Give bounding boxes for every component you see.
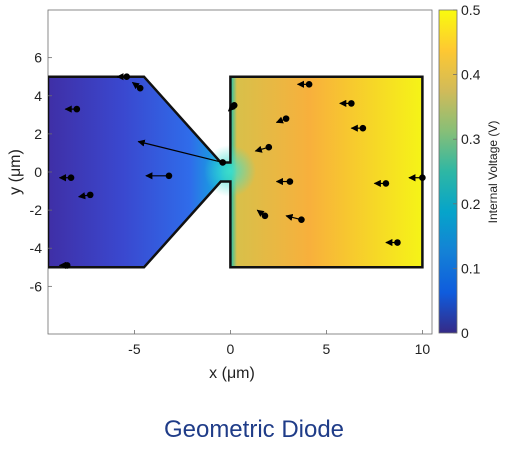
carrier-dot [86, 191, 94, 199]
carrier-dot [265, 143, 273, 151]
y-tick-label: -2 [30, 202, 43, 218]
y-tick-label: 0 [34, 164, 42, 180]
carrier-dot [298, 216, 305, 223]
x-tick-label: -5 [128, 341, 141, 357]
colorbar-tick-label: 0.2 [461, 196, 481, 212]
x-tick-label: 5 [323, 341, 331, 357]
carrier-dot [67, 174, 75, 182]
carrier-dot [359, 124, 367, 132]
colorbar-label: Internal Voltage (V) [486, 121, 500, 224]
carrier-dot [305, 81, 313, 88]
carrier-dot [165, 172, 173, 180]
y-tick-label: -6 [30, 278, 43, 294]
x-tick-label: 10 [415, 341, 431, 357]
y-axis-label: y (μm) [7, 149, 24, 195]
colorbar-tick-label: 0.3 [461, 131, 481, 147]
y-axis-ticks: 6 4 2 0 -2 -4 -6 [30, 50, 52, 294]
x-axis-label: x (μm) [209, 365, 255, 382]
carrier-dot [348, 100, 355, 107]
carrier-dot [136, 84, 144, 92]
carrier-dot [63, 262, 71, 269]
carrier-dot [286, 178, 294, 185]
y-tick-label: 2 [34, 126, 42, 142]
y-tick-label: 6 [34, 50, 42, 66]
carrier-dot [394, 239, 401, 246]
colorbar-tick-label: 0.5 [461, 2, 481, 18]
carrier-dot [73, 105, 81, 113]
colorbar-tick-label: 0 [461, 325, 469, 341]
carriers-layer [58, 73, 426, 269]
carrier-dot [282, 115, 290, 122]
colorbar-ticks: 0 0.1 0.2 0.3 0.4 0.5 [453, 2, 481, 341]
y-tick-label: 4 [34, 88, 42, 104]
carrier-dot [123, 73, 131, 81]
carrier-dot [230, 101, 238, 109]
carrier-velocity-arrow [137, 139, 223, 164]
y-tick-label: -4 [30, 240, 43, 256]
carrier-dot [219, 159, 227, 166]
colorbar-tick-label: 0.1 [461, 260, 481, 276]
carrier-dot [382, 180, 390, 187]
colorbar [438, 9, 458, 334]
carrier-dot [261, 212, 269, 220]
x-axis-ticks: -5 0 5 10 [128, 330, 430, 357]
figure-caption: Geometric Diode [163, 416, 345, 443]
carrier-dot [419, 174, 426, 182]
x-tick-label: 0 [227, 341, 235, 357]
colorbar-tick-label: 0.4 [461, 67, 481, 83]
